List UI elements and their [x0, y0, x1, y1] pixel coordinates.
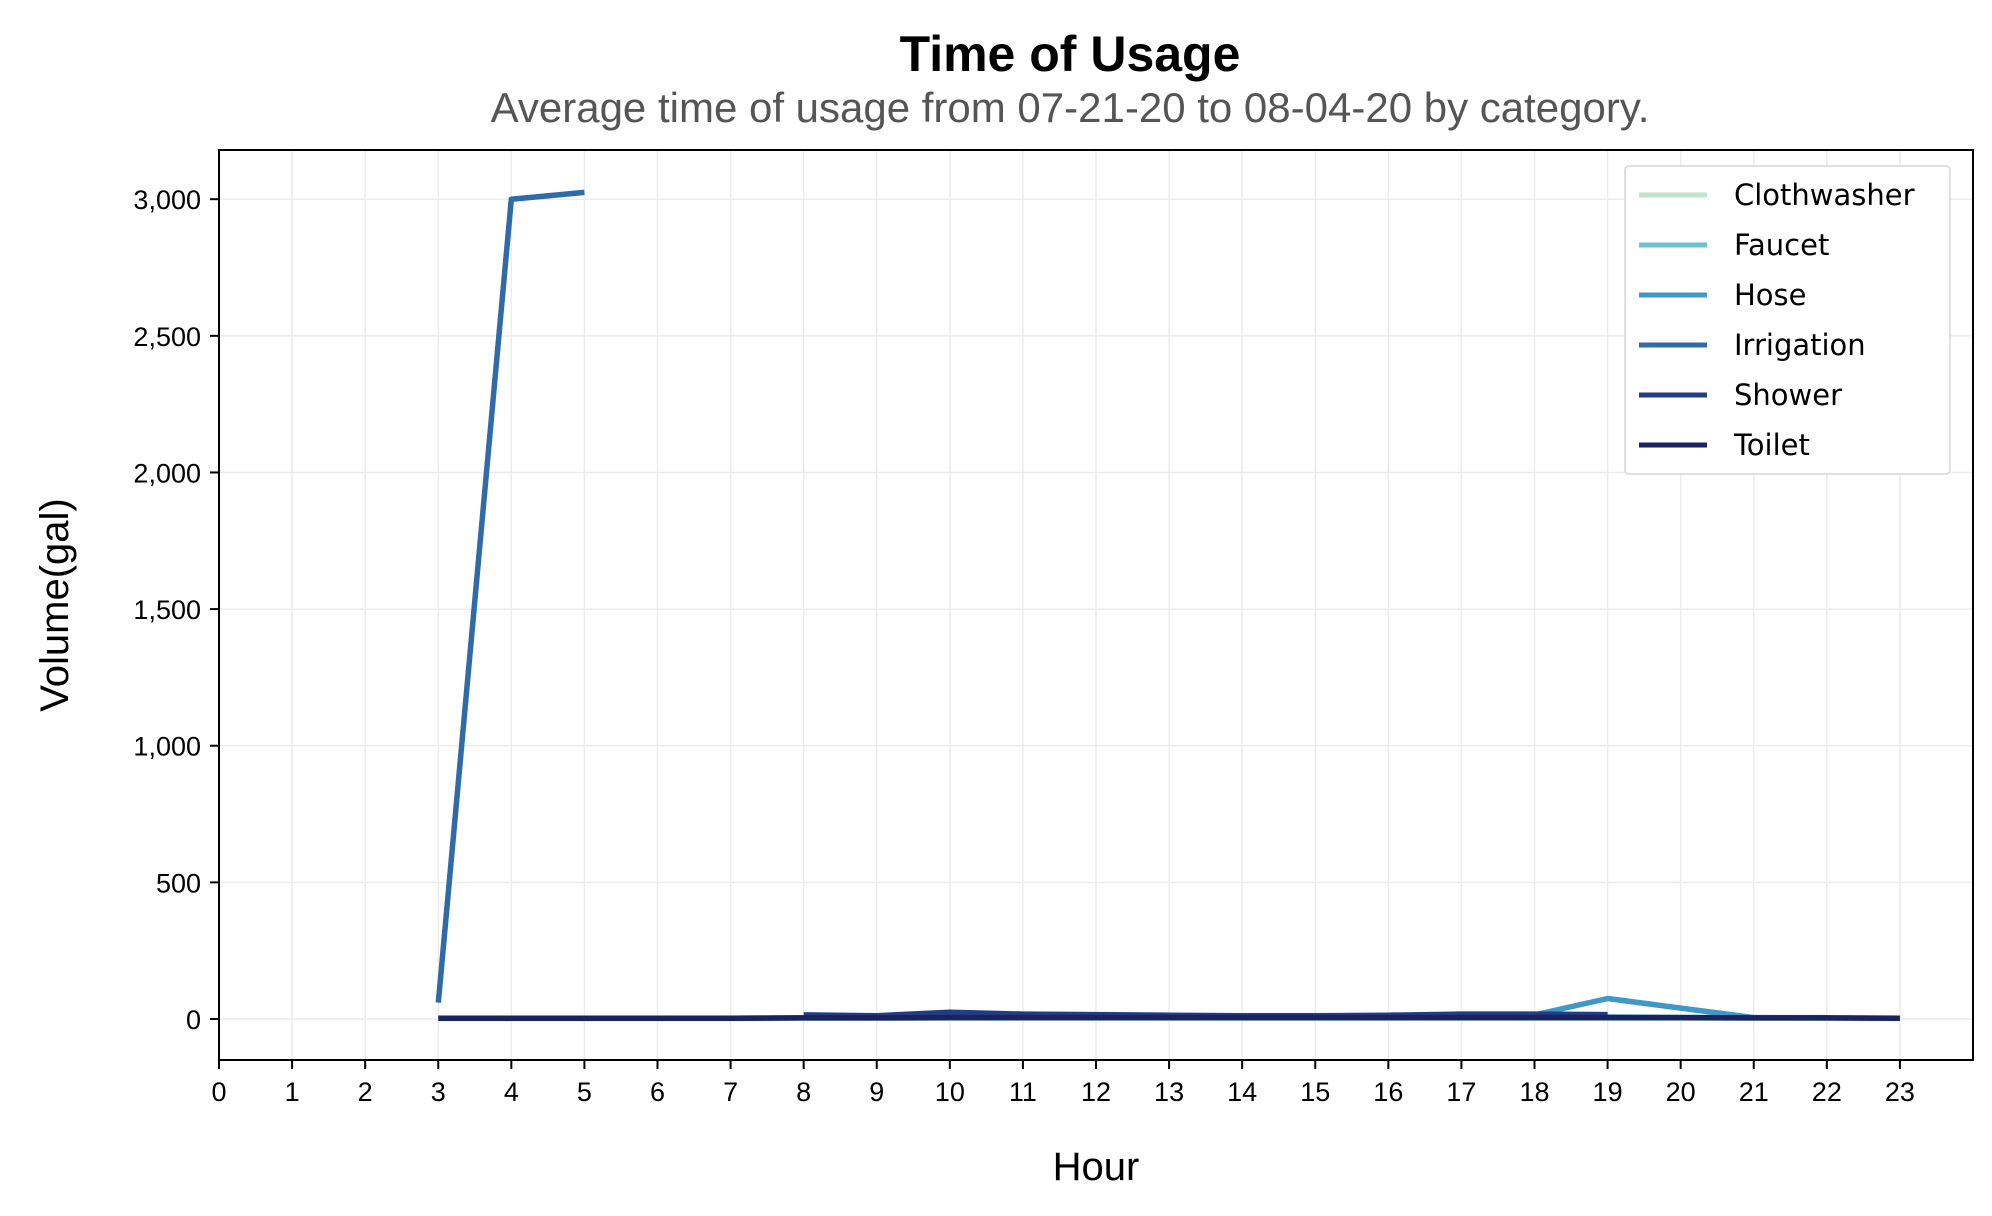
x-tick-label: 5 [577, 1077, 592, 1107]
chart-title: Time of Usage [900, 26, 1241, 82]
x-tick-label: 2 [358, 1077, 373, 1107]
x-tick-label: 22 [1812, 1077, 1842, 1107]
x-tick-label: 16 [1373, 1077, 1403, 1107]
x-tick-label: 14 [1227, 1077, 1257, 1107]
x-tick-label: 20 [1666, 1077, 1696, 1107]
y-tick-label: 1,500 [133, 595, 201, 625]
x-tick-label: 21 [1739, 1077, 1769, 1107]
y-tick-label: 1,000 [133, 732, 201, 762]
x-tick-label: 6 [650, 1077, 665, 1107]
x-tick-label: 18 [1519, 1077, 1549, 1107]
y-tick-label: 3,000 [133, 185, 201, 215]
series-line-toilet [438, 1014, 1900, 1021]
x-tick-label: 17 [1446, 1077, 1476, 1107]
x-tick-label: 19 [1593, 1077, 1623, 1107]
legend-label-shower: Shower [1734, 378, 1842, 412]
legend-label-toilet: Toilet [1733, 428, 1810, 462]
y-tick-label: 2,000 [133, 458, 201, 488]
x-tick-label: 0 [211, 1077, 226, 1107]
legend-label-clothwasher: Clothwasher [1734, 178, 1915, 212]
x-tick-label: 23 [1885, 1077, 1915, 1107]
series-line-irrigation [435, 189, 585, 1003]
y-tick-label: 2,500 [133, 322, 201, 352]
x-axis: 0 1 2 3 4 5 6 7 8 9 10 11 12 13 14 15 16 17 18 19 20 21 22 23 [211, 1060, 1915, 1107]
x-tick-label: 11 [1009, 1077, 1037, 1107]
series-lines [435, 189, 1900, 1022]
y-tick-label: 0 [186, 1005, 201, 1035]
x-tick-label: 15 [1300, 1077, 1330, 1107]
x-tick-label: 1 [285, 1077, 300, 1107]
chart-subtitle: Average time of usage from 07-21-20 to 0… [491, 84, 1650, 131]
x-tick-label: 10 [935, 1077, 965, 1107]
x-tick-label: 3 [431, 1077, 446, 1107]
x-tick-label: 8 [796, 1077, 811, 1107]
x-tick-label: 7 [723, 1077, 738, 1107]
y-axis-label: Volume(gal) [33, 498, 77, 711]
legend-label-hose: Hose [1734, 278, 1807, 312]
x-axis-label: Hour [1053, 1145, 1140, 1189]
x-tick-label: 9 [869, 1077, 884, 1107]
y-tick-label: 500 [156, 868, 201, 898]
x-tick-label: 13 [1154, 1077, 1184, 1107]
legend-label-irrigation: Irrigation [1734, 328, 1866, 362]
x-tick-label: 12 [1081, 1077, 1111, 1107]
x-tick-label: 4 [504, 1077, 519, 1107]
legend: Clothwasher Faucet Hose Irrigation Shower Toi… [1624, 165, 1951, 475]
legend-label-faucet: Faucet [1734, 228, 1829, 262]
y-axis: 0 500 1,000 1,500 2,000 2,500 3,000 [133, 185, 219, 1035]
